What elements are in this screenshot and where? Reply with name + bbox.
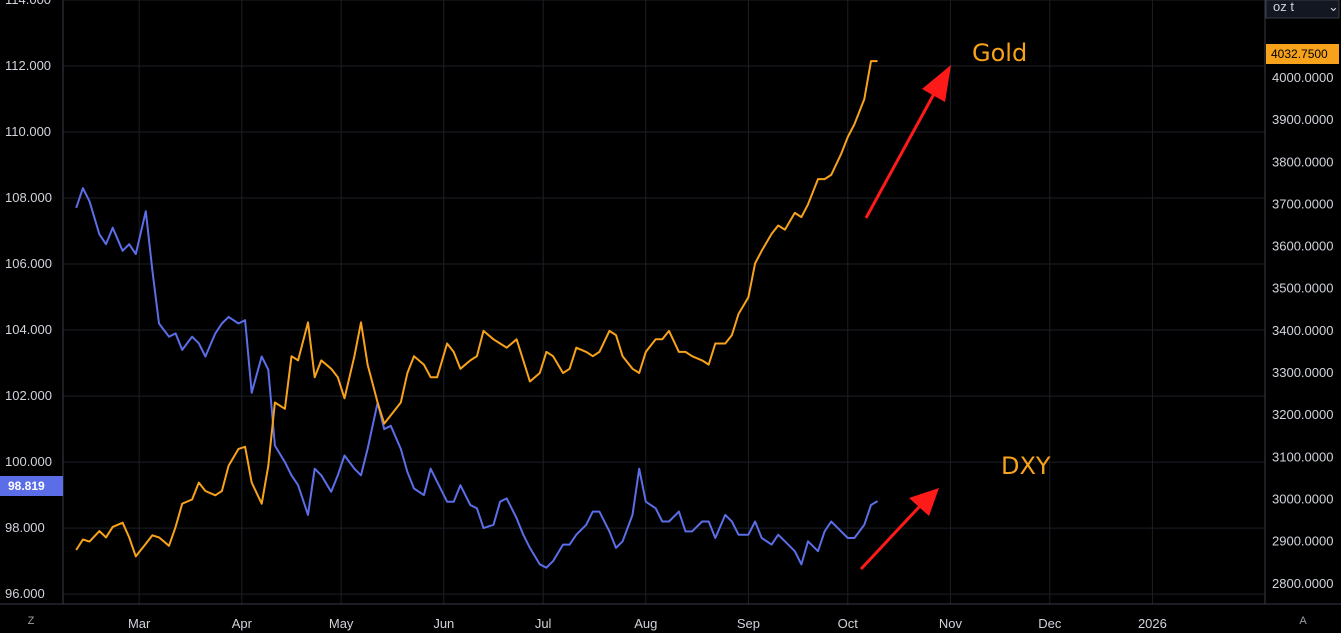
left-tick-label: 98.000	[5, 520, 45, 535]
x-tick-label: Jul	[535, 616, 552, 631]
right-tick-label: 3700.0000	[1272, 196, 1333, 211]
unit-selector-bg[interactable]	[1265, 0, 1340, 19]
left-tick-label: 100.000	[5, 454, 52, 469]
unit-selector[interactable]: oz t ⌄	[1265, 0, 1340, 19]
dxy-badge-text: 98.819	[8, 479, 45, 493]
left-axis-ticks: 96.000 98.000 100.000 102.000 104.000 106.000…	[5, 0, 52, 601]
left-tick-label: 108.000	[5, 190, 52, 205]
gold-arrow-shaft	[864, 91, 937, 219]
zoom-corner-button[interactable]: Z	[28, 615, 35, 627]
right-tick-label: 3600.0000	[1272, 239, 1333, 254]
x-tick-label: Nov	[939, 616, 963, 631]
x-tick-label: Jun	[433, 616, 454, 631]
dxy-annotation-label: DXY	[1001, 452, 1051, 480]
right-tick-label: 2800.0000	[1272, 576, 1333, 591]
zoom-corner-label: Z	[28, 615, 35, 627]
x-tick-label: Oct	[838, 616, 859, 631]
right-axis-ticks: 2800.0000 2900.0000 3000.0000 3100.0000 3200…	[1272, 70, 1333, 591]
right-tick-label: 3900.0000	[1272, 112, 1333, 127]
right-tick-label: 3500.0000	[1272, 281, 1333, 296]
gold-arrow-head	[922, 65, 951, 102]
right-tick-label: 3800.0000	[1272, 154, 1333, 169]
auto-scale-label: A	[1299, 615, 1307, 627]
left-tick-label: 96.000	[5, 586, 45, 601]
x-tick-label: Dec	[1038, 616, 1062, 631]
right-tick-label: 3200.0000	[1272, 407, 1333, 422]
gold-last-value-badge: 4032.7500	[1266, 44, 1339, 64]
gold-annotation-label: Gold	[972, 39, 1027, 67]
gold-badge-bg	[1266, 44, 1339, 64]
annotation-gold: Gold	[864, 39, 1027, 219]
x-tick-label: May	[329, 616, 354, 631]
axes	[0, 0, 1341, 605]
right-tick-label: 3100.0000	[1272, 449, 1333, 464]
x-tick-label: 2026	[1138, 616, 1167, 631]
auto-scale-button[interactable]: A	[1299, 615, 1307, 627]
right-tick-label: 3300.0000	[1272, 365, 1333, 380]
grid	[63, 0, 1265, 604]
left-tick-label: 112.000	[5, 58, 51, 73]
right-tick-label: 3400.0000	[1272, 323, 1333, 338]
left-tick-label: 104.000	[5, 322, 52, 337]
x-tick-label: Sep	[737, 616, 760, 631]
left-tick-label: 110.000	[5, 124, 51, 139]
unit-selector-label: oz t	[1273, 0, 1294, 14]
left-tick-label: 106.000	[5, 256, 52, 271]
x-tick-label: Aug	[634, 616, 657, 631]
right-tick-label: 3000.0000	[1272, 491, 1333, 506]
dxy-last-value-badge: 98.819	[0, 476, 63, 496]
dxy-arrow-shaft	[859, 504, 922, 571]
series-line-gold	[75, 60, 878, 558]
x-tick-label: Mar	[128, 616, 151, 631]
left-tick-label: 114.000	[5, 0, 51, 7]
dxy-arrow-head	[909, 488, 939, 516]
series-layer	[75, 60, 879, 569]
x-tick-label: Apr	[232, 616, 253, 631]
chevron-down-icon: ⌄	[1328, 0, 1339, 14]
left-tick-label: 102.000	[5, 388, 52, 403]
dxy-badge-bg	[0, 476, 63, 496]
gold-badge-text: 4032.7500	[1271, 47, 1328, 61]
series-line-dxy	[75, 187, 879, 569]
annotation-dxy: DXY	[859, 452, 1051, 571]
right-tick-label: 2900.0000	[1272, 534, 1333, 549]
right-tick-label: 4000.0000	[1272, 70, 1333, 85]
x-axis-ticks: Mar Apr May Jun Jul Aug Sep Oct Nov Dec 2026	[128, 616, 1167, 631]
